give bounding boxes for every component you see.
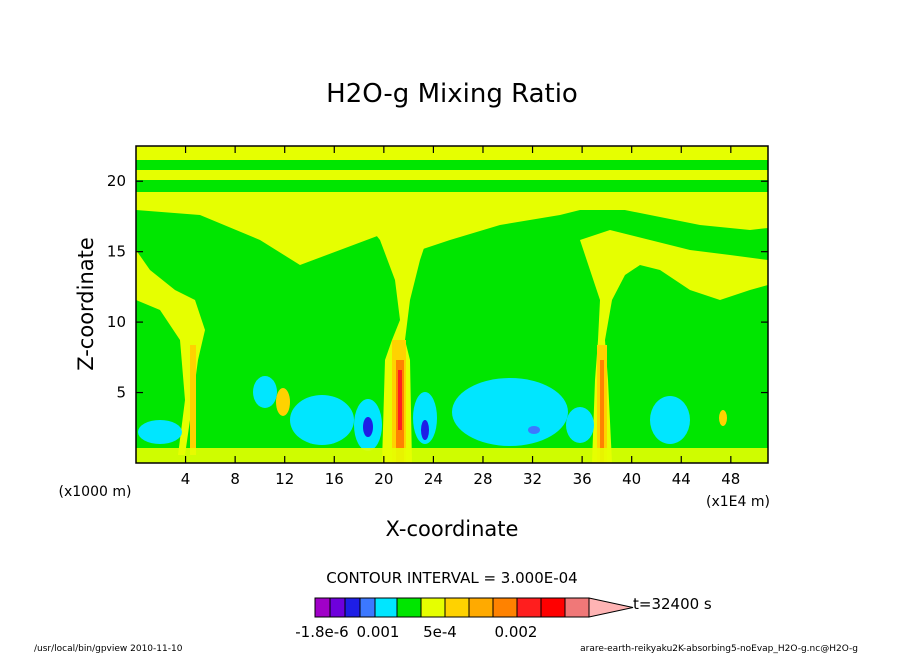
colorbar-box-0 (314, 597, 331, 618)
footer-file: arare-earth-reikyaku2K-absorbing5-noEvap… (580, 644, 858, 654)
x-axis: 4 8 12 16 20 24 28 32 36 40 44 48 (181, 146, 740, 488)
dry-pocket-4 (413, 392, 437, 444)
field-band-split (136, 180, 768, 190)
surface-band (136, 448, 768, 463)
dry-pocket-8 (138, 420, 182, 444)
footer-program: /usr/local/bin/gpview 2010-11-10 (34, 644, 183, 654)
colorbar-box-4 (374, 597, 398, 618)
dry-pocket-2 (290, 395, 354, 445)
colorbar-label-3: 0.002 (495, 623, 538, 641)
moist-pocket-2 (719, 410, 727, 426)
y-tick-label-2: 15 (107, 243, 126, 261)
field-plume-right (580, 230, 768, 463)
contour-field (136, 146, 768, 463)
x-tick-label-5: 24 (424, 470, 443, 488)
colorbar-box-10 (516, 597, 542, 618)
colorbar-box-5 (396, 597, 422, 618)
y-tick-label-0: 5 (116, 384, 126, 402)
core-right-2 (600, 360, 604, 463)
y-axis: 5 10 15 20 (107, 172, 768, 402)
field-band-top (136, 146, 768, 160)
x-tick-label-4: 20 (374, 470, 393, 488)
colorbar-arrow (588, 597, 634, 618)
y-tick-label-3: 20 (107, 172, 126, 190)
chart-title: H2O-g Mixing Ratio (326, 79, 578, 109)
x-tick-label-2: 12 (275, 470, 294, 488)
colorbar-box-6 (420, 597, 446, 618)
field-band-lower (136, 192, 768, 210)
core-left-1 (190, 345, 196, 455)
dry-core-2 (421, 420, 429, 440)
colorbar-box-3 (359, 597, 376, 618)
dry-core-3 (528, 426, 540, 434)
x-tick-label-3: 16 (325, 470, 344, 488)
y-scale-note: (x1000 m) (59, 484, 132, 500)
colorbar-labels: -1.8e-6 0.001 5e-4 0.002 (295, 623, 537, 641)
x-tick-label-8: 36 (573, 470, 592, 488)
field-plume-left (136, 250, 205, 455)
time-label: t=32400 s (633, 595, 712, 613)
colorbar-box-2 (344, 597, 361, 618)
dry-core-1 (363, 417, 373, 437)
y-tick-label-1: 10 (107, 313, 126, 331)
field-shelf (136, 205, 768, 265)
moist-pocket-1 (276, 388, 290, 416)
y-axis-title: Z-coordinate (74, 237, 98, 371)
dry-pocket-7 (566, 407, 594, 443)
colorbar-box-12 (564, 597, 590, 618)
dry-pocket-5 (452, 378, 568, 446)
plot-frame (135, 145, 769, 464)
colorbar-box-11 (540, 597, 566, 618)
colorbar-label-1: 0.001 (357, 623, 400, 641)
colorbar-box-9 (492, 597, 518, 618)
colorbar-box-1 (329, 597, 346, 618)
x-tick-label-7: 32 (523, 470, 542, 488)
colorbar-box-8 (468, 597, 494, 618)
x-tick-label-1: 8 (230, 470, 240, 488)
dry-pocket-1 (253, 376, 277, 408)
field-plume-center (360, 215, 445, 463)
core-center-3 (398, 370, 402, 430)
colorbar (314, 597, 634, 618)
x-tick-label-10: 44 (672, 470, 691, 488)
colorbar-label-0: -1.8e-6 (295, 623, 348, 641)
dry-pocket-6 (650, 396, 690, 444)
x-tick-label-6: 28 (473, 470, 492, 488)
x-tick-label-9: 40 (622, 470, 641, 488)
x-tick-label-11: 48 (721, 470, 740, 488)
contour-interval: CONTOUR INTERVAL = 3.000E-04 (326, 569, 577, 587)
x-axis-title: X-coordinate (386, 517, 519, 541)
x-tick-label-0: 4 (181, 470, 191, 488)
colorbar-label-2: 5e-4 (423, 623, 457, 641)
x-scale-note: (x1E4 m) (706, 494, 770, 510)
colorbar-box-7 (444, 597, 470, 618)
